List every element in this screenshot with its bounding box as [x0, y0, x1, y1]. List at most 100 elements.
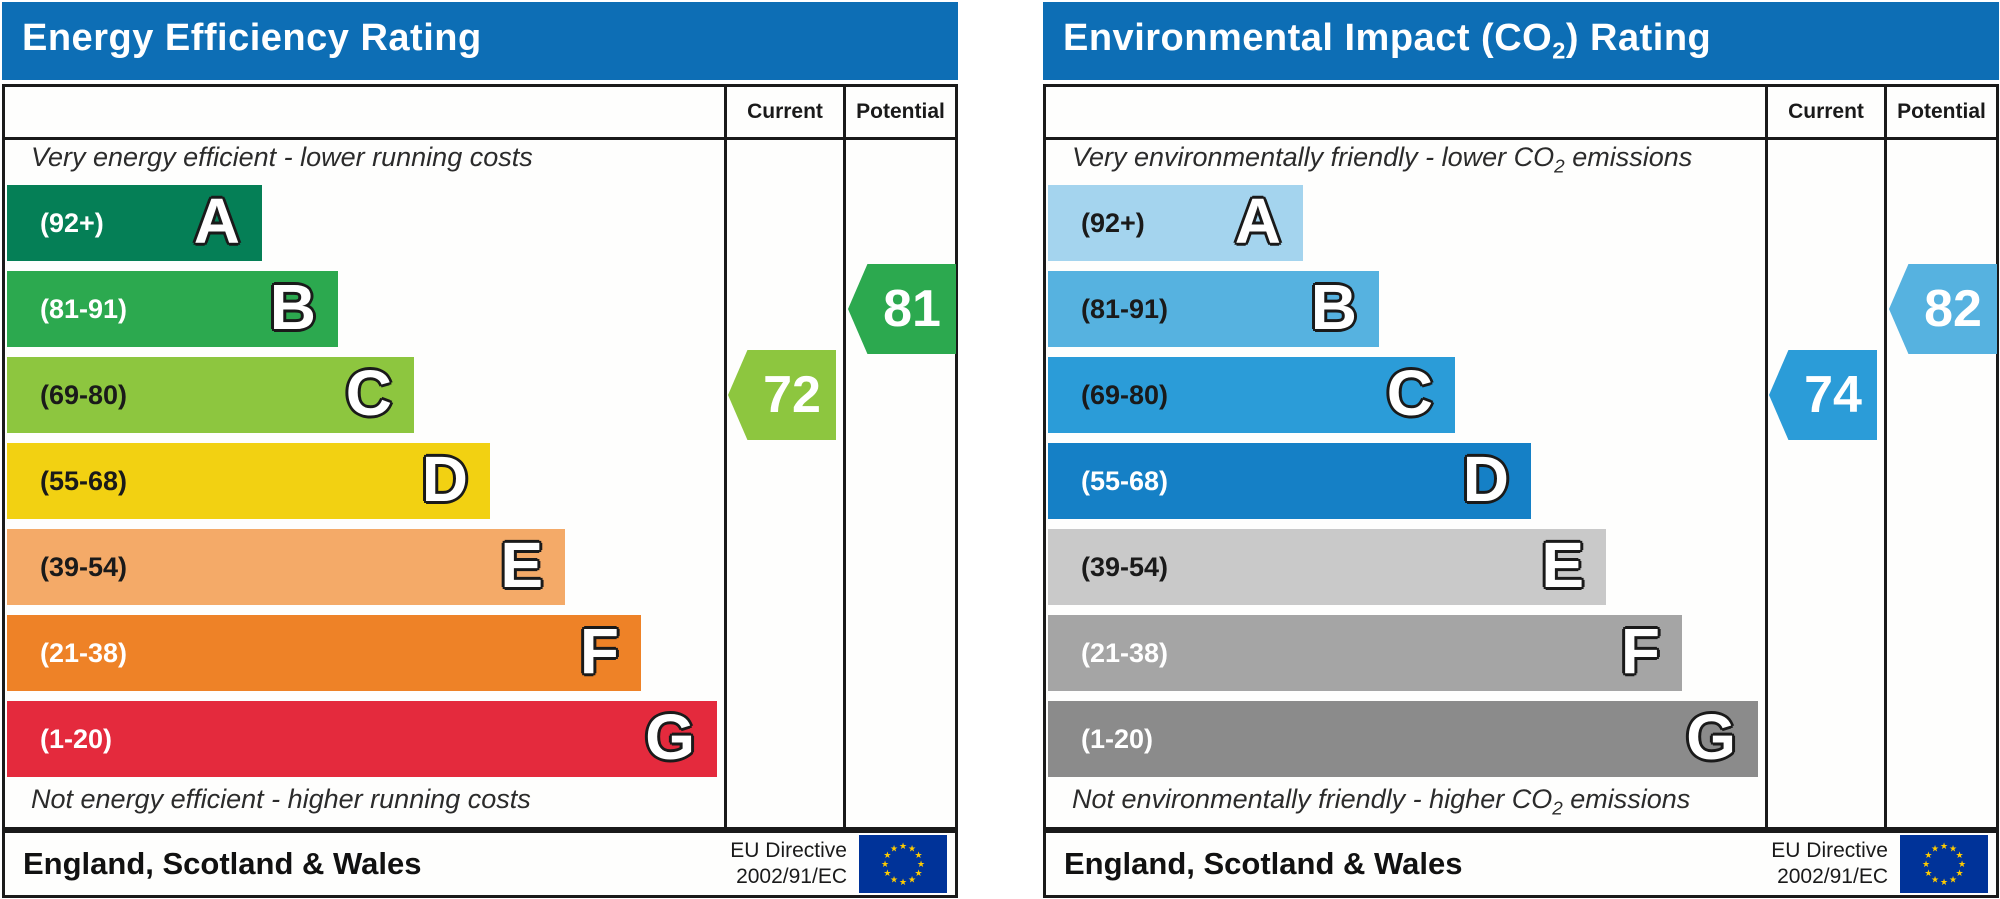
caption-text: Very energy efficient - lower running co…	[31, 142, 533, 172]
band-letter: A	[1234, 185, 1281, 258]
svg-text:★: ★	[899, 877, 907, 887]
band-letter: B	[1310, 271, 1357, 344]
band-row-f: (21-38) F	[1048, 615, 1682, 691]
svg-text:★: ★	[908, 843, 916, 853]
svg-text:★: ★	[908, 875, 916, 885]
band-range-label: (92+)	[40, 207, 104, 238]
footer-bar: England, Scotland & Wales EU Directive 2…	[1043, 830, 1999, 898]
svg-text:★: ★	[1940, 877, 1948, 887]
eu-flag-icon: ★ ★★ ★★★ ★★★ ★★★	[859, 835, 947, 893]
caption-text: Not environmentally friendly - higher CO	[1072, 784, 1553, 814]
band-row-d: (55-68) D	[1048, 443, 1531, 519]
band-range-label: (21-38)	[40, 637, 128, 668]
eu-directive-line2: 2002/91/EC	[1777, 865, 1888, 888]
column-divider	[843, 87, 846, 827]
band-letter: D	[1462, 443, 1509, 516]
current-column-header: Current	[747, 100, 823, 123]
panel-title: Environmental Impact (CO2) Rating	[1063, 17, 1711, 65]
band-range-label: (1-20)	[40, 723, 113, 754]
bottom-caption: Not energy efficient - higher running co…	[31, 784, 531, 820]
region-label: England, Scotland & Wales	[23, 846, 422, 881]
band-row-b: (81-91) B	[1048, 271, 1379, 347]
band-range-label: (55-68)	[40, 465, 128, 496]
band-row-a: (92+) A	[7, 185, 262, 261]
top-caption: Very environmentally friendly - lower CO…	[1072, 142, 1692, 178]
band-range-label: (39-54)	[1081, 551, 1169, 582]
band-row-a: (92+) A	[1048, 185, 1303, 261]
band-range-label: (92+)	[1081, 207, 1145, 238]
band-letter: E	[500, 529, 543, 602]
band-letter: B	[269, 271, 316, 344]
column-divider	[724, 87, 727, 827]
bottom-caption: Not environmentally friendly - higher CO…	[1072, 784, 1690, 820]
caption-text: Not energy efficient - higher running co…	[31, 784, 531, 814]
panel-title-bar: Energy Efficiency Rating	[2, 2, 958, 80]
svg-text:★: ★	[1922, 859, 1930, 869]
caption-text: Very environmentally friendly - lower CO	[1072, 142, 1555, 172]
svg-text:★: ★	[1924, 850, 1932, 860]
rating-table: Current Potential Very energy efficient …	[2, 84, 958, 830]
potential-rating-value: 82	[1924, 280, 1982, 338]
title-text: Environmental Impact (CO	[1063, 17, 1553, 60]
header-divider	[1046, 137, 1996, 140]
band-range-label: (81-91)	[1081, 293, 1169, 324]
band-row-d: (55-68) D	[7, 443, 490, 519]
rating-table: Current Potential Very environmentally f…	[1043, 84, 1999, 830]
eu-directive-label: EU Directive 2002/91/EC	[730, 838, 859, 890]
panel-title-bar: Environmental Impact (CO2) Rating	[1043, 2, 1999, 80]
svg-text:★: ★	[917, 859, 925, 869]
potential-column-header: Potential	[1897, 100, 1986, 123]
band-range-label: (69-80)	[40, 379, 128, 410]
caption-subscript: 2	[1552, 798, 1563, 820]
band-letter: G	[645, 701, 695, 774]
header-divider	[5, 137, 955, 140]
current-rating-badge: 72	[728, 350, 836, 440]
title-text-post: ) Rating	[1565, 17, 1712, 60]
band-letter: C	[345, 357, 392, 430]
potential-rating-badge: 82	[1889, 264, 1997, 354]
eu-directive-label: EU Directive 2002/91/EC	[1771, 838, 1900, 890]
band-range-label: (81-91)	[40, 293, 128, 324]
band-letter: D	[421, 443, 468, 516]
potential-rating-badge: 81	[848, 264, 956, 354]
band-letter: F	[579, 615, 619, 688]
band-row-c: (69-80) C	[7, 357, 414, 433]
potential-rating-value: 81	[883, 280, 941, 338]
svg-text:★: ★	[883, 850, 891, 860]
band-range-label: (1-20)	[1081, 723, 1154, 754]
svg-text:★: ★	[883, 868, 891, 878]
region-label: England, Scotland & Wales	[1064, 846, 1463, 881]
svg-text:★: ★	[890, 843, 898, 853]
band-range-label: (69-80)	[1081, 379, 1169, 410]
panel-title: Energy Efficiency Rating	[22, 17, 482, 65]
current-rating-value: 74	[1804, 366, 1862, 424]
band-letter: A	[193, 185, 240, 258]
eu-directive-line1: EU Directive	[1771, 839, 1888, 862]
footer-bar: England, Scotland & Wales EU Directive 2…	[2, 830, 958, 898]
svg-text:★: ★	[915, 850, 923, 860]
band-letter: E	[1541, 529, 1584, 602]
svg-text:★: ★	[1924, 868, 1932, 878]
band-row-e: (39-54) E	[1048, 529, 1606, 605]
svg-text:★: ★	[899, 841, 907, 851]
title-text: Energy Efficiency Rating	[22, 17, 482, 60]
environmental-impact-panel: Environmental Impact (CO2) Rating Curren…	[1043, 2, 1999, 898]
svg-text:★: ★	[1956, 868, 1964, 878]
top-caption: Very energy efficient - lower running co…	[31, 142, 533, 178]
band-row-b: (81-91) B	[7, 271, 338, 347]
band-range-label: (21-38)	[1081, 637, 1169, 668]
eu-directive-line2: 2002/91/EC	[736, 865, 847, 888]
svg-text:★: ★	[1956, 850, 1964, 860]
title-subscript: 2	[1552, 37, 1566, 64]
column-divider	[1765, 87, 1768, 827]
current-rating-value: 72	[763, 366, 821, 424]
eu-directive-line1: EU Directive	[730, 839, 847, 862]
caption-text-post: emissions	[1564, 142, 1693, 172]
svg-text:★: ★	[1958, 859, 1966, 869]
svg-text:★: ★	[890, 875, 898, 885]
current-rating-badge: 74	[1769, 350, 1877, 440]
svg-text:★: ★	[1940, 841, 1948, 851]
eu-flag-icon: ★ ★★ ★★★ ★★★ ★★★	[1900, 835, 1988, 893]
band-letter: G	[1686, 701, 1736, 774]
svg-text:★: ★	[1949, 843, 1957, 853]
